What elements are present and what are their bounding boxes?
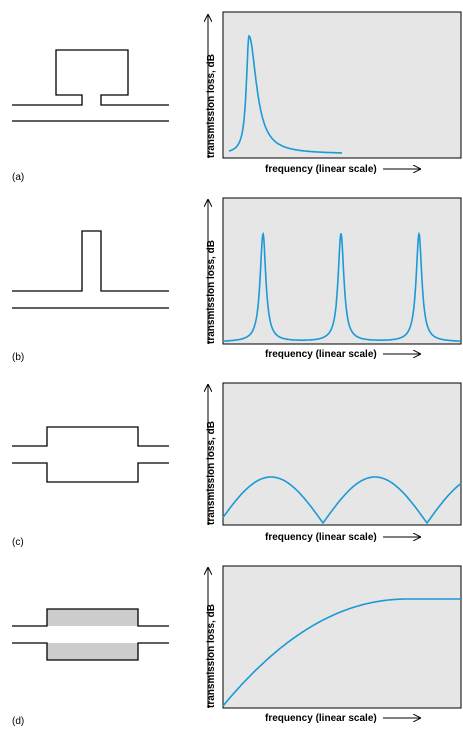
panel-label-d: (d) — [12, 716, 24, 727]
x-axis-label-d: frequency (linear scale) — [265, 713, 377, 724]
muffler-diagram-c — [12, 426, 169, 483]
tl-curve-d — [222, 598, 461, 707]
liner-bottom — [47, 643, 138, 660]
x-axis-label-c: frequency (linear scale) — [265, 532, 377, 543]
chart-c: transmission loss, dB frequency (linear … — [206, 382, 462, 543]
chart-a: transmission loss, dB frequency (linear … — [206, 11, 462, 175]
panel-label-b: (b) — [12, 352, 24, 363]
x-axis-label-b: frequency (linear scale) — [265, 349, 377, 360]
tl-curve-a — [228, 34, 342, 154]
liner-top — [47, 609, 138, 626]
plot-area-a — [222, 11, 462, 159]
plot-area-c — [222, 382, 462, 526]
tl-curve-b — [222, 231, 461, 342]
panel-c: (c) transmission loss, dB frequency (lin… — [12, 382, 462, 548]
y-axis-label-a: transmission loss, dB — [206, 54, 217, 158]
y-axis-label-b: transmission loss, dB — [206, 240, 217, 344]
tl-curve-c — [222, 476, 462, 525]
chart-d: transmission loss, dB frequency (linear … — [206, 565, 462, 724]
panel-b: (b) transmission loss, dB frequency (lin… — [12, 197, 462, 363]
panel-label-a: (a) — [12, 172, 24, 183]
panel-d: (d) transmission loss, dB frequency (lin… — [12, 565, 462, 727]
panel-a: (a) transmission loss, dB frequency (lin… — [12, 11, 462, 183]
panel-label-c: (c) — [12, 537, 24, 548]
muffler-diagram-d — [12, 608, 169, 661]
muffler-diagram-b — [12, 230, 169, 309]
plot-area-d — [222, 565, 462, 709]
muffler-diagram-a — [12, 49, 169, 122]
y-axis-label-d: transmission loss, dB — [206, 604, 217, 708]
y-axis-label-c: transmission loss, dB — [206, 421, 217, 525]
chart-b: transmission loss, dB frequency (linear … — [206, 197, 462, 360]
plot-area-b — [222, 197, 462, 345]
x-axis-label-a: frequency (linear scale) — [265, 164, 377, 175]
